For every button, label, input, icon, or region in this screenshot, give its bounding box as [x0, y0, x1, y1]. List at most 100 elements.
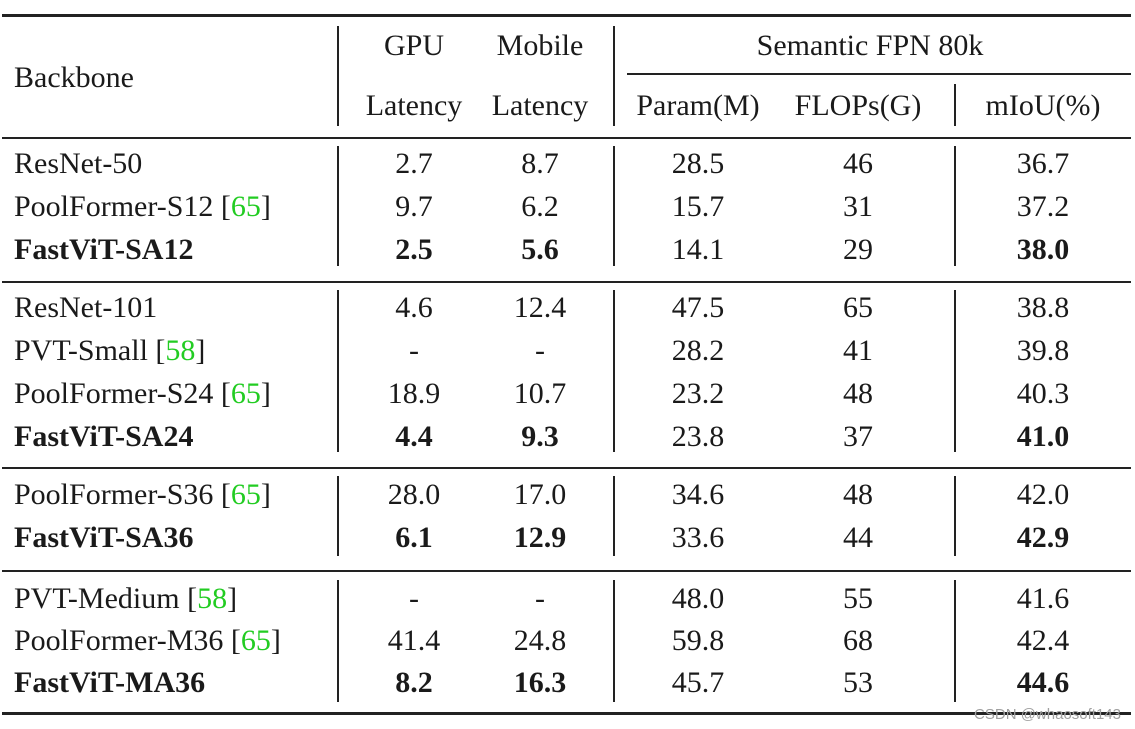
- backbone-name: PVT-Medium [58]: [14, 579, 237, 619]
- header-latency-mobile: Latency: [491, 89, 589, 122]
- cell-mobile: 16.3: [513, 666, 567, 699]
- backbone-name: PoolFormer-S24 [65]: [14, 374, 271, 414]
- cell-miou: 40.3: [1016, 377, 1070, 410]
- backbone-label: ResNet-101: [14, 291, 158, 324]
- body-divider: [337, 290, 339, 452]
- cell-flops: 29: [843, 233, 873, 266]
- header-mobile: Mobile: [496, 29, 584, 62]
- backbone-label: FastViT-SA12: [14, 233, 194, 266]
- cell-param: 15.7: [671, 190, 725, 223]
- cell-flops: 37: [843, 420, 873, 453]
- cell-gpu: 41.4: [387, 624, 441, 657]
- citation-bracket: ]: [227, 582, 238, 615]
- backbone-label: FastViT-SA36: [14, 521, 194, 554]
- cell-param: 48.0: [671, 582, 725, 615]
- section-rule-1: [2, 281, 1131, 283]
- body-divider: [337, 476, 339, 556]
- cell-miou: 42.4: [1016, 624, 1070, 657]
- cell-flops: 41: [843, 334, 873, 367]
- backbone-label: FastViT-SA24: [14, 420, 194, 453]
- header-gpu: GPU: [383, 29, 445, 62]
- cell-gpu: 28.0: [387, 478, 441, 511]
- cell-miou: 42.0: [1016, 478, 1070, 511]
- cell-param: 59.8: [671, 624, 725, 657]
- header-divider-3: [954, 84, 956, 126]
- body-divider: [954, 290, 956, 452]
- backbone-label: ResNet-50: [14, 147, 143, 180]
- citation-bracket: ]: [260, 478, 271, 511]
- backbone-label: PoolFormer-S12 [: [14, 190, 231, 223]
- section-rule-3: [2, 570, 1131, 572]
- cell-miou: 39.8: [1016, 334, 1070, 367]
- cell-mobile: 8.7: [521, 147, 559, 180]
- cell-gpu: 4.6: [395, 291, 433, 324]
- citation-link[interactable]: 65: [230, 190, 261, 223]
- cell-param: 23.2: [671, 377, 725, 410]
- citation-link[interactable]: 65: [230, 478, 261, 511]
- cell-gpu: 6.1: [395, 521, 433, 554]
- body-divider: [613, 146, 615, 266]
- backbone-label: PoolFormer-S24 [: [14, 377, 231, 410]
- cell-mobile: 5.6: [521, 233, 559, 266]
- citation-link[interactable]: 58: [197, 582, 228, 615]
- watermark: CSDN @whaosoft143: [974, 706, 1121, 723]
- body-divider: [337, 146, 339, 266]
- cell-gpu: 4.4: [395, 420, 433, 453]
- citation-bracket: ]: [195, 334, 206, 367]
- backbone-label: PoolFormer-M36 [: [14, 624, 241, 657]
- cell-mobile: 17.0: [513, 478, 567, 511]
- backbone-label: FastViT-MA36: [14, 666, 206, 699]
- header-semantic-fpn: Semantic FPN 80k: [756, 29, 984, 62]
- cell-param: 33.6: [671, 521, 725, 554]
- cell-param: 45.7: [671, 666, 725, 699]
- backbone-label: PVT-Small [: [14, 334, 166, 367]
- cell-flops: 46: [843, 147, 873, 180]
- cell-gpu: 9.7: [395, 190, 433, 223]
- section-rule-2: [2, 467, 1131, 469]
- cell-flops: 48: [843, 478, 873, 511]
- cell-miou: 42.9: [1016, 521, 1070, 554]
- backbone-name: PVT-Small [58]: [14, 331, 205, 371]
- cell-miou: 41.0: [1016, 420, 1070, 453]
- citation-link[interactable]: 58: [165, 334, 196, 367]
- cell-miou: 44.6: [1016, 666, 1070, 699]
- body-divider: [337, 580, 339, 702]
- cell-gpu: -: [409, 334, 419, 367]
- cell-param: 28.5: [671, 147, 725, 180]
- citation-bracket: ]: [260, 190, 271, 223]
- backbone-name: FastViT-MA36: [14, 663, 205, 703]
- cell-param: 14.1: [671, 233, 725, 266]
- body-divider: [613, 476, 615, 556]
- backbone-name: FastViT-SA36: [14, 518, 193, 558]
- cell-gpu: 18.9: [387, 377, 441, 410]
- header-flops: FLOPs(G): [794, 89, 922, 122]
- citation-link[interactable]: 65: [240, 624, 271, 657]
- cell-param: 34.6: [671, 478, 725, 511]
- top-rule: [2, 14, 1131, 17]
- bottom-rule: [2, 712, 1131, 715]
- cell-param: 47.5: [671, 291, 725, 324]
- cell-mobile: 10.7: [513, 377, 567, 410]
- cell-miou: 36.7: [1016, 147, 1070, 180]
- header-rule: [2, 137, 1131, 139]
- body-divider: [613, 580, 615, 702]
- group-underline: [627, 73, 1131, 75]
- cell-mobile: 6.2: [521, 190, 559, 223]
- header-divider-1: [337, 26, 339, 126]
- backbone-label: PoolFormer-S36 [: [14, 478, 231, 511]
- cell-flops: 44: [843, 521, 873, 554]
- citation-link[interactable]: 65: [230, 377, 261, 410]
- cell-mobile: 12.9: [513, 521, 567, 554]
- cell-mobile: 9.3: [521, 420, 559, 453]
- backbone-name: FastViT-SA24: [14, 417, 193, 457]
- cell-param: 23.8: [671, 420, 725, 453]
- cell-mobile: 12.4: [513, 291, 567, 324]
- citation-bracket: ]: [260, 377, 271, 410]
- header-divider-2: [613, 26, 615, 126]
- backbone-name: ResNet-101: [14, 288, 157, 328]
- header-miou: mIoU(%): [985, 89, 1101, 122]
- header-param: Param(M): [636, 89, 760, 122]
- header-latency-gpu: Latency: [365, 89, 463, 122]
- backbone-name: PoolFormer-S12 [65]: [14, 187, 271, 227]
